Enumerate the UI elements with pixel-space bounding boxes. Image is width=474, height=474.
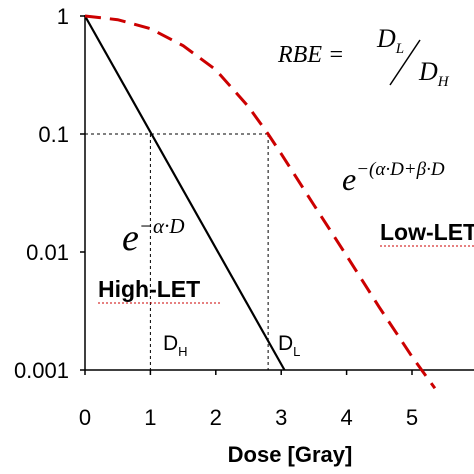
y-tick-label: 0.01 [26,240,69,265]
high-let-series [84,15,286,371]
x-tick-label: 4 [340,405,352,430]
x-tick-label: 1 [144,405,156,430]
x-tick-label: 5 [406,405,418,430]
low-let-formula: e−(α·D+β·D [342,159,445,197]
reference-lines [85,133,269,370]
rbe-fraction-slash [389,39,421,86]
x-tick-label: 2 [210,405,222,430]
x-tick-label: 0 [79,405,91,430]
rbe-denominator: DH [418,57,450,90]
rbe-lhs: RBE = [277,42,344,68]
x-tick-label: 3 [275,405,287,430]
d-h-label: DH [163,332,188,359]
low-let-series [84,14,437,390]
rbe-formula: RBE = DL DH [277,24,450,90]
y-tick-label: 1 [57,4,69,29]
high-let-formula: e−α·D [122,214,184,259]
x-axis-title: Dose [Gray] [228,442,353,467]
tick-layer: 1 0.1 0.01 0.001 0 1 2 3 4 5 [14,4,418,430]
low-let-label: Low-LET [380,219,474,245]
axes [84,15,474,371]
high-let-label: High-LET [98,276,200,302]
series-layer [84,14,437,390]
d-l-label: DL [278,332,300,359]
rbe-numerator: DL [376,24,404,57]
y-tick-label: 0.001 [14,358,69,383]
y-tick-label: 0.1 [38,122,69,147]
